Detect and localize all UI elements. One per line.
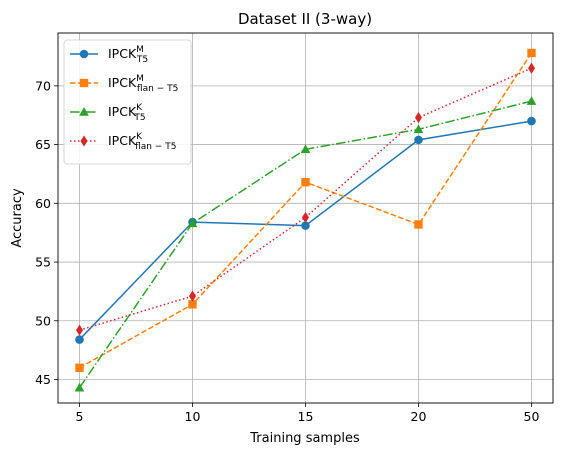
data-point [188,300,197,309]
x-tick-label: 10 [185,409,201,424]
y-tick-label: 50 [35,313,51,328]
y-axis: 45 50 55 60 65 70 [35,78,58,387]
series-2 [75,48,536,372]
y-axis-label: Accuracy [10,188,25,248]
y-tick-label: 55 [35,255,51,270]
data-point [414,135,423,145]
data-point [528,62,535,74]
x-tick-label: 5 [76,409,84,424]
data-point [414,220,423,229]
chart-title: Dataset II (3-way) [238,10,372,28]
data-point [527,48,536,58]
data-point [79,78,89,88]
data-point [79,49,89,59]
data-point [301,177,310,187]
legend-entry: IPCKK T5 [70,103,146,123]
y-tick-label: 45 [35,372,51,387]
data-point [301,221,310,230]
data-point [75,363,84,372]
data-point [300,144,311,154]
data-point [302,211,309,224]
legend-box [63,39,192,165]
y-tick-label: 65 [35,137,51,152]
series-3 [74,96,537,392]
legend-label: IPCKM T5 [108,45,148,65]
data-point [79,107,89,116]
y-tick-label: 70 [35,78,51,93]
data-point [415,111,422,124]
data-point [189,290,196,302]
legend-entry: IPCKM T5 [70,45,148,65]
data-point [74,382,85,392]
x-tick-label: 20 [411,409,427,424]
x-tick-label: 15 [298,409,314,424]
data-point [76,324,83,336]
data-point [187,218,198,228]
data-point [80,135,88,147]
y-tick-label: 60 [35,196,51,211]
data-point [75,335,84,344]
x-tick-label: 50 [524,409,540,424]
series-layer [74,48,537,392]
data-point [413,124,424,134]
data-point [527,116,536,126]
data-point [526,96,537,105]
series-4 [76,62,535,336]
x-axis-label: Training samples [249,431,360,446]
x-axis: 5 10 15 20 50 [76,403,540,424]
legend-label: IPCKK T5 [108,103,146,123]
